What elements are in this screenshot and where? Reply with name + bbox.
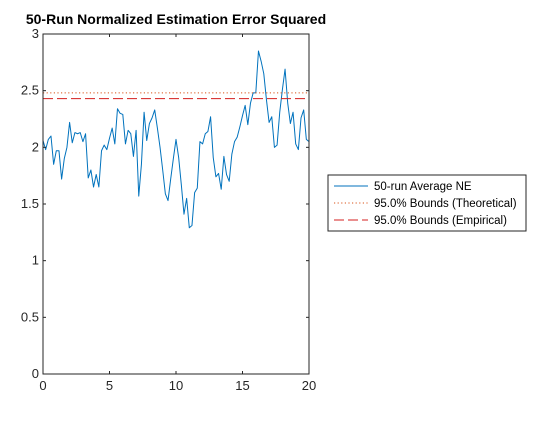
legend-entry-theoretical-bounds-label: 95.0% Bounds (Theoretical) — [374, 198, 517, 210]
legend-entry-average-ne-label: 50-run Average NE — [374, 181, 472, 193]
legend-entry-empirical-bounds-label: 95.0% Bounds (Empirical) — [374, 215, 507, 227]
y-tick-label: 3 — [32, 26, 39, 41]
y-tick-label: 0.5 — [21, 309, 39, 324]
legend-box — [327, 174, 527, 232]
series-line-average-ne — [42, 50, 310, 229]
y-tick-label: 2.5 — [21, 83, 39, 98]
legend: 50-run Average NE 95.0% Bounds (Theoretic… — [327, 174, 527, 232]
y-tick-label: 1.5 — [21, 196, 39, 211]
plot-area-frame — [42, 33, 310, 375]
chart-title: 50-Run Normalized Estimation Error Squar… — [26, 11, 326, 27]
x-tick-label: 0 — [39, 378, 46, 393]
axes: 0 5 10 15 20 0 0.5 1 1.5 2 2.5 3 — [21, 26, 316, 393]
x-tick-label: 5 — [106, 378, 113, 393]
y-tick-label: 1 — [32, 253, 39, 268]
x-tick-label: 10 — [169, 378, 183, 393]
x-tick-label: 20 — [302, 378, 316, 393]
y-tick-label: 2 — [32, 139, 39, 154]
y-tick-label: 0 — [32, 366, 39, 381]
series-layer — [42, 50, 310, 375]
x-tick-label: 15 — [235, 378, 249, 393]
